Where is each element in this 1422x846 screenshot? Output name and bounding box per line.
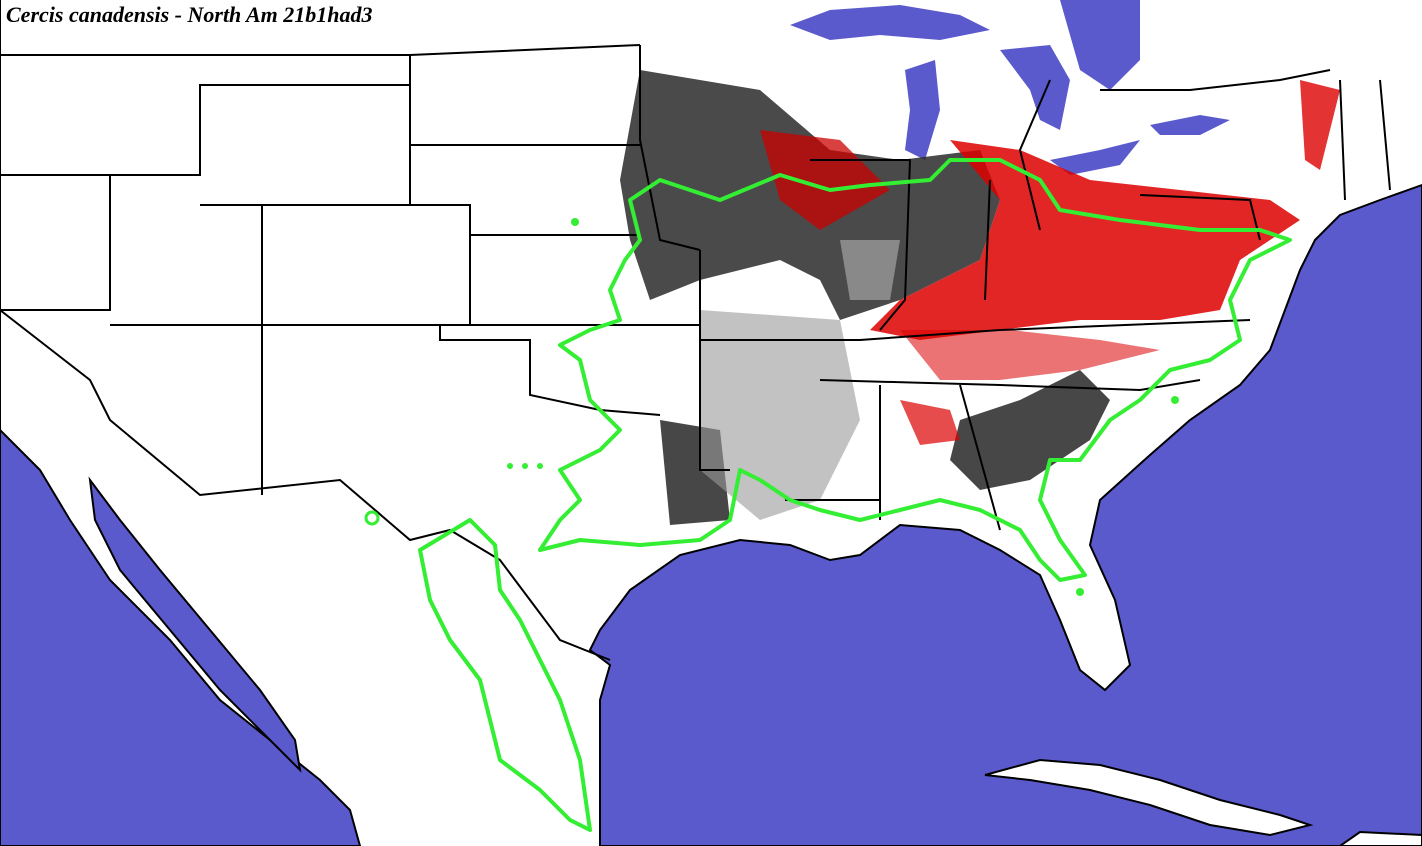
gray-region: [700, 310, 860, 520]
range-dot: [507, 463, 513, 469]
pacific-ocean: [0, 428, 362, 846]
map-title: Cercis canadensis - North Am 21b1had3: [6, 2, 373, 27]
red-region: [760, 130, 890, 230]
red-region: [900, 330, 1160, 380]
range-dot: [571, 218, 579, 226]
suitability-overlay: [620, 70, 1340, 525]
range-dot: [364, 510, 380, 526]
hispaniola: [1338, 830, 1422, 846]
red-region: [870, 140, 1300, 340]
gulf-of-california: [88, 476, 302, 773]
gray-region: [840, 240, 900, 300]
lake-michigan: [905, 60, 940, 160]
range-dot: [1171, 396, 1179, 404]
dark-region: [950, 370, 1110, 490]
range-dot: [1076, 588, 1084, 596]
lake-ontario: [1150, 115, 1230, 135]
cuba: [984, 758, 1314, 837]
range-dot: [537, 463, 543, 469]
red-region: [900, 400, 960, 445]
lake-superior: [790, 5, 990, 40]
native-range: [364, 158, 1292, 832]
red-region: [1300, 80, 1340, 170]
gulf-and-atlantic: [588, 183, 1422, 846]
range-dot: [522, 463, 528, 469]
lake-erie: [1050, 140, 1140, 175]
state-borders: [0, 0, 1391, 846]
hudson-region-water: [1060, 0, 1140, 90]
lake-huron: [1000, 45, 1070, 130]
